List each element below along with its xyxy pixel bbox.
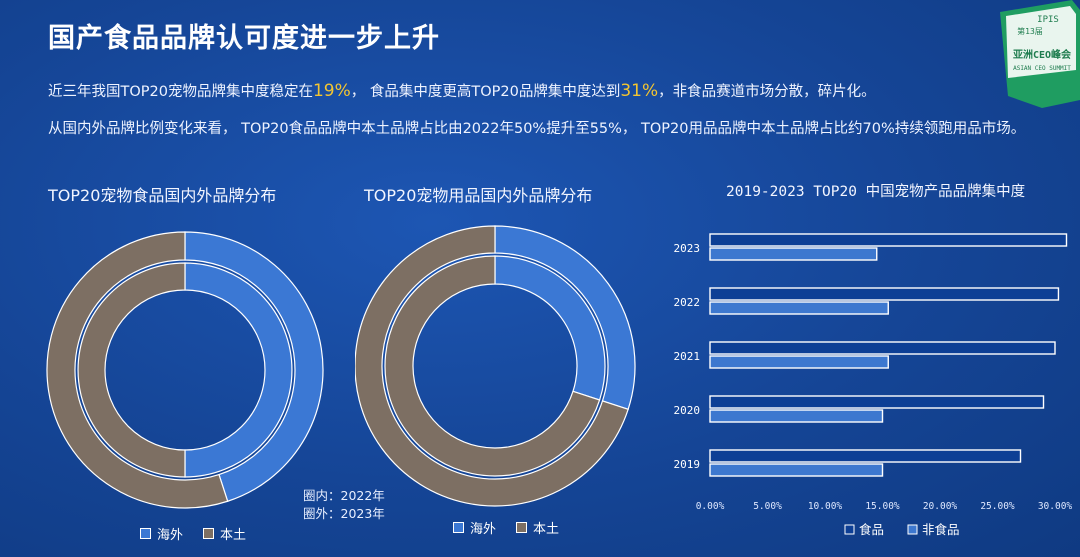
summary-text-pre: 近三年我国TOP20宠物品牌集中度稳定在 xyxy=(48,84,313,100)
y-tick-label-2021: 2021 xyxy=(674,350,701,363)
x-tick-label: 5.00% xyxy=(753,501,782,512)
food-donut-chart xyxy=(46,231,324,509)
legend-label-overseas: 海外 xyxy=(470,522,497,537)
x-tick-label: 10.00% xyxy=(808,501,843,512)
outer-ring-slice-本土 xyxy=(46,231,229,509)
bar-食品-2023 xyxy=(709,233,1068,247)
legend-swatch-domestic xyxy=(516,522,528,533)
summary-text-post: ，非食品赛道市场分散，碎片化。 xyxy=(658,84,876,100)
inner-ring-slice-本土 xyxy=(384,255,601,477)
legend-swatch-overseas xyxy=(140,528,151,539)
ring-note-inner: 圈内：2022年 xyxy=(303,488,385,503)
legend-swatch-食品 xyxy=(844,524,855,535)
legend-label-domestic: 本土 xyxy=(533,522,560,537)
supplies-donut-chart xyxy=(355,225,636,507)
outer-ring-slice-本土 xyxy=(355,225,629,507)
legend-swatch-domestic xyxy=(203,528,215,539)
summary-paragraph-1: 近三年我国TOP20宠物品牌集中度稳定在19%， 食品集中度更高TOP20品牌集… xyxy=(48,80,876,103)
legend-label-非食品: 非食品 xyxy=(922,522,960,537)
food-donut-legend: 海外 本土 xyxy=(140,524,246,543)
highlight-value-1: 19% xyxy=(312,81,351,101)
legend-label-overseas: 海外 xyxy=(157,528,184,543)
y-tick-label-2022: 2022 xyxy=(674,296,701,309)
supplies-donut-title: TOP20宠物用品国内外品牌分布 xyxy=(364,186,593,205)
supplies-donut-legend: 海外 本土 xyxy=(453,518,559,537)
ring-note: 圈内：2022年 圈外：2023年 xyxy=(303,487,385,523)
highlight-value-2: 31% xyxy=(620,81,659,101)
legend-swatch-非食品 xyxy=(907,524,918,535)
legend-label-domestic: 本土 xyxy=(220,528,247,543)
bar-非食品-2021 xyxy=(709,355,889,369)
bar-非食品-2020 xyxy=(709,409,884,423)
logo-line-2: 第13届 xyxy=(1017,26,1043,36)
concentration-bar-chart: 2019-2023 TOP20 中国宠物产品品牌集中度 0.00% 5.00% 10… xyxy=(674,183,1073,537)
x-tick-label: 25.00% xyxy=(980,501,1015,512)
food-donut-title: TOP20宠物食品国内外品牌分布 xyxy=(48,186,277,205)
bar-chart-title: 2019-2023 TOP20 中国宠物产品品牌集中度 xyxy=(726,183,1025,200)
bar-非食品-2019 xyxy=(709,463,884,477)
bar-非食品-2022 xyxy=(709,301,889,315)
legend-swatch-overseas xyxy=(453,522,464,533)
y-tick-label-2023: 2023 xyxy=(674,242,701,255)
x-tick-label: 30.00% xyxy=(1038,501,1073,512)
bar-食品-2020 xyxy=(709,395,1045,409)
legend-label-食品: 食品 xyxy=(859,522,884,537)
logo-line-4: ASIAN CEO SUMMIT xyxy=(1013,65,1071,72)
ring-note-outer: 圈外：2023年 xyxy=(303,506,385,521)
inner-ring-slice-海外 xyxy=(184,262,293,478)
summary-paragraph-2: 从国内外品牌比例变化来看， TOP20食品品牌中本土品牌占比由2022年50%提… xyxy=(48,121,1026,137)
y-tick-label-2020: 2020 xyxy=(674,404,701,417)
y-tick-label-2019: 2019 xyxy=(674,458,701,471)
bar-非食品-2023 xyxy=(709,247,878,261)
bar-食品-2021 xyxy=(709,341,1056,355)
logo-line-1: IPIS xyxy=(1037,15,1059,25)
summary-text-mid: ， 食品集中度更高TOP20品牌集中度达到 xyxy=(350,84,621,100)
bar-食品-2022 xyxy=(709,287,1060,301)
x-tick-label: 20.00% xyxy=(923,501,958,512)
bar-食品-2019 xyxy=(709,449,1022,463)
logo-line-3: 亚洲CEO峰会 xyxy=(1013,48,1071,61)
inner-ring-slice-本土 xyxy=(77,262,186,478)
x-tick-label: 0.00% xyxy=(696,501,725,512)
summit-logo: IPIS 第13届 亚洲CEO峰会 ASIAN CEO SUMMIT xyxy=(1000,0,1080,108)
page-title: 国产食品品牌认可度进一步上升 xyxy=(48,23,440,54)
x-tick-label: 15.00% xyxy=(865,501,900,512)
